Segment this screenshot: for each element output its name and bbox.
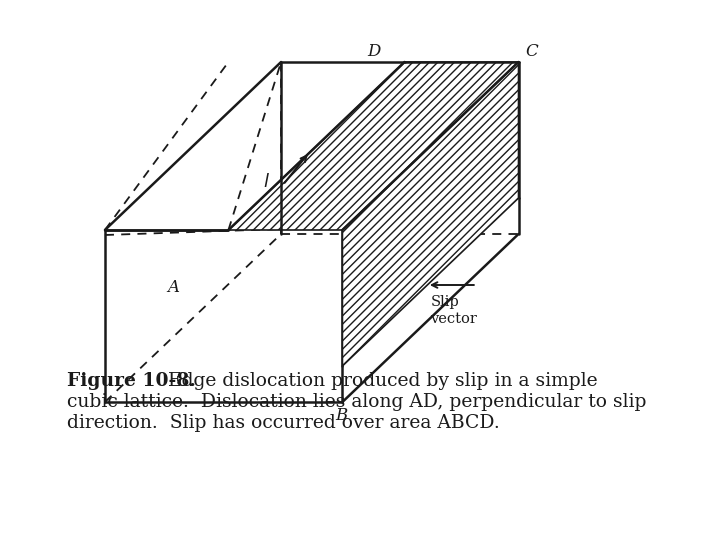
Text: D: D xyxy=(367,44,380,60)
Polygon shape xyxy=(343,62,518,366)
Text: direction.  Slip has occurred over area ABCD.: direction. Slip has occurred over area A… xyxy=(67,414,500,432)
Text: cubic lattice.  Dislocation lies along AD, perpendicular to slip: cubic lattice. Dislocation lies along AD… xyxy=(67,393,647,411)
Polygon shape xyxy=(228,62,518,230)
Text: A: A xyxy=(168,279,179,295)
Text: C: C xyxy=(526,44,539,60)
Text: Figure 10-8.: Figure 10-8. xyxy=(67,372,196,390)
Text: Edge dislocation produced by slip in a simple: Edge dislocation produced by slip in a s… xyxy=(156,372,598,390)
Text: $l$: $l$ xyxy=(264,173,270,191)
Text: Slip
vector: Slip vector xyxy=(431,295,477,326)
Text: B: B xyxy=(336,407,348,423)
